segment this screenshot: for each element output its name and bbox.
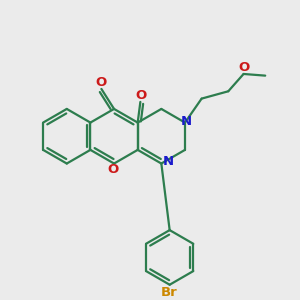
Text: O: O xyxy=(95,76,107,89)
Text: Br: Br xyxy=(160,286,177,299)
Text: N: N xyxy=(181,116,192,128)
Text: N: N xyxy=(163,155,174,168)
Text: O: O xyxy=(238,61,250,74)
Text: O: O xyxy=(135,89,146,102)
Text: O: O xyxy=(108,163,119,176)
